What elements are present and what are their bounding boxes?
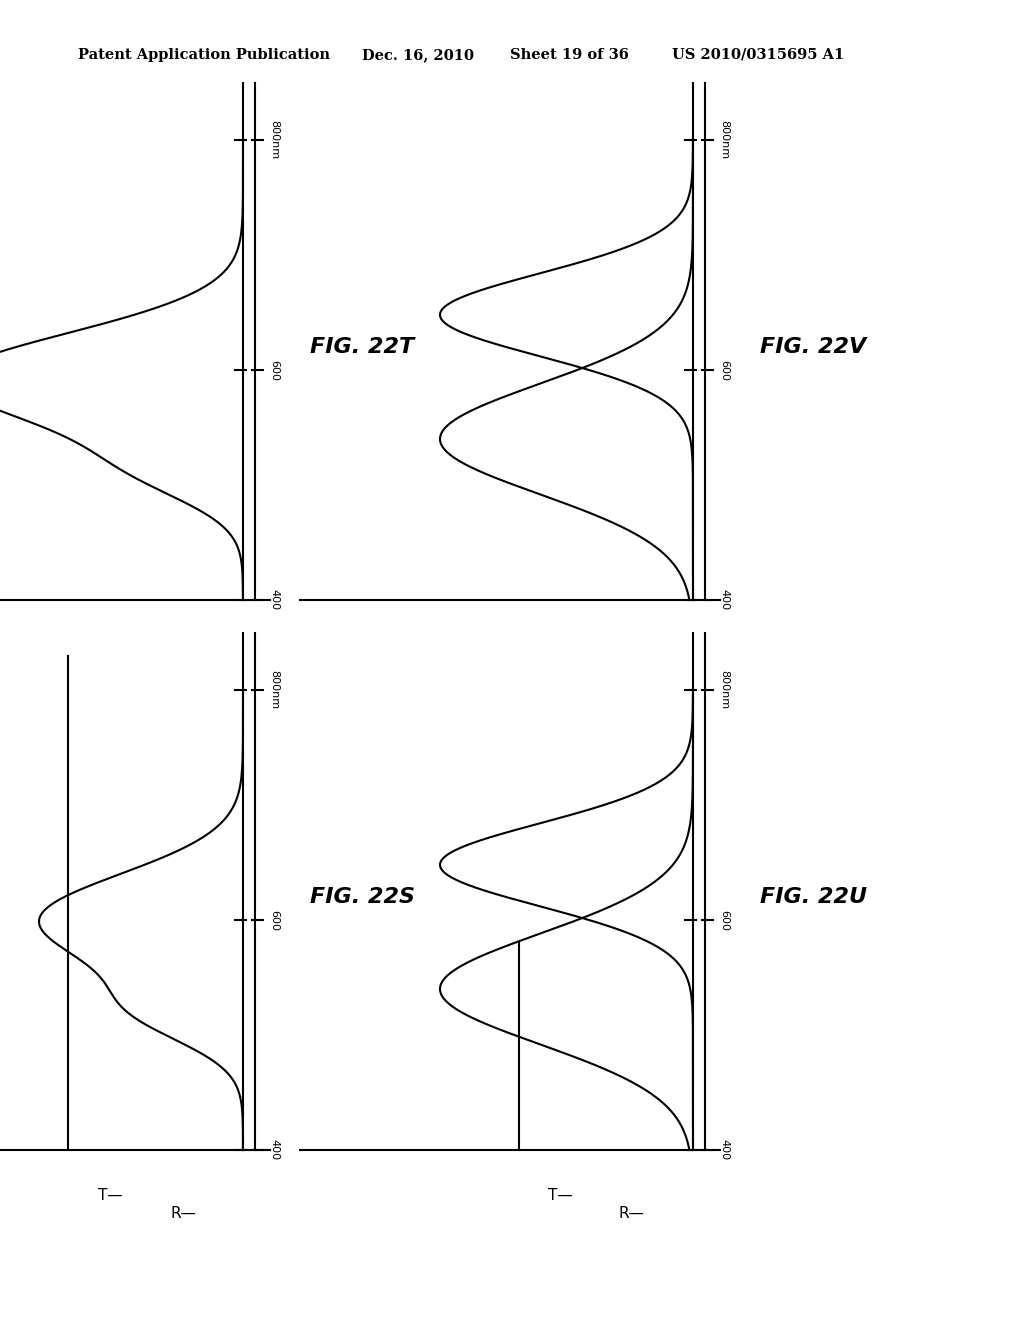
Text: 400: 400 <box>719 1139 729 1160</box>
Text: FIG. 22S: FIG. 22S <box>310 887 415 907</box>
Text: FIG. 22V: FIG. 22V <box>760 337 866 356</box>
Text: 800nm: 800nm <box>719 120 729 160</box>
Text: 800nm: 800nm <box>269 120 279 160</box>
Text: 400: 400 <box>269 590 279 611</box>
Text: 400: 400 <box>719 590 729 611</box>
Text: US 2010/0315695 A1: US 2010/0315695 A1 <box>672 48 844 62</box>
Text: T—: T— <box>548 1188 572 1203</box>
Text: 800nm: 800nm <box>719 671 729 710</box>
Text: FIG. 22T: FIG. 22T <box>310 337 414 356</box>
Text: R—: R— <box>618 1205 644 1221</box>
Text: 600: 600 <box>269 359 279 380</box>
Text: 400: 400 <box>269 1139 279 1160</box>
Text: 800nm: 800nm <box>269 671 279 710</box>
Text: Patent Application Publication: Patent Application Publication <box>78 48 330 62</box>
Text: R—: R— <box>170 1205 196 1221</box>
Text: T—: T— <box>98 1188 123 1203</box>
Text: 600: 600 <box>269 909 279 931</box>
Text: Dec. 16, 2010: Dec. 16, 2010 <box>362 48 474 62</box>
Text: 600: 600 <box>719 359 729 380</box>
Text: FIG. 22U: FIG. 22U <box>760 887 867 907</box>
Text: 600: 600 <box>719 909 729 931</box>
Text: Sheet 19 of 36: Sheet 19 of 36 <box>510 48 629 62</box>
